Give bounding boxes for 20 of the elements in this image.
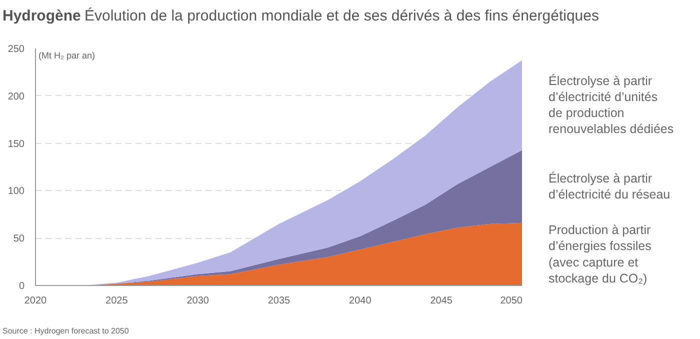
x-tick-label: 2050 (500, 296, 523, 306)
x-tick-label: 2030 (186, 296, 210, 306)
x-tick-label: 2020 (24, 296, 48, 306)
chart-subtitle: Évolution de la production mondiale et de ses dérivés à des fins énergétiques (84, 6, 599, 24)
chart-title: Hydrogène (2, 8, 81, 24)
text: Électrolyse à partir d’électricité d’unités de production renouvelables dédiées (548, 74, 674, 136)
x-tick-label: 2035 (268, 296, 291, 306)
text: Production à partir d’énergies fossiles (avec capture et stockage du CO₂) (548, 223, 652, 286)
y-tick-label: 100 (8, 186, 25, 198)
y-tick-label: 250 (8, 44, 25, 55)
x-tick-label: 2045 (430, 296, 453, 306)
y-tick-label: 0 (18, 281, 25, 292)
y-tick-label: 200 (8, 91, 25, 102)
y-tick-label: 150 (8, 138, 25, 150)
y-axis-title: (Mt H₂ par an) (38, 50, 96, 60)
x-tick-label: 2040 (349, 296, 372, 306)
x-tick-label: 2025 (106, 296, 128, 306)
y-tick-label: 50 (13, 234, 25, 245)
source-note: Source : Hydrogen forecast to 2050 (2, 326, 130, 336)
text: Électrolyse à partir d’électricité du réseau (548, 171, 670, 202)
